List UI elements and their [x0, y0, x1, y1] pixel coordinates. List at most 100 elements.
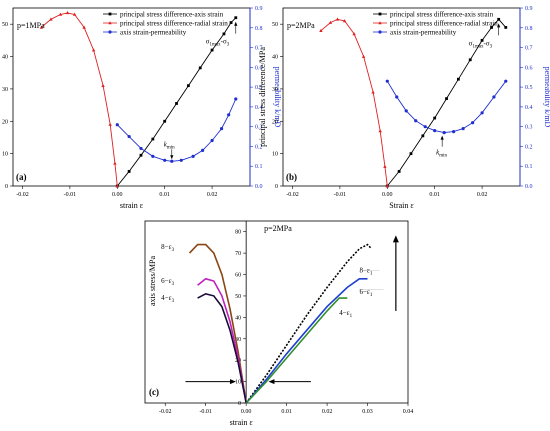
series-line-0 — [116, 17, 237, 187]
legend-marker — [378, 21, 382, 25]
data-point — [227, 113, 231, 117]
data-point — [497, 17, 501, 21]
panel-label: (a) — [16, 172, 27, 182]
data-point — [82, 25, 86, 29]
y2-tick-label: 0.0 — [525, 184, 533, 190]
data-point — [198, 66, 202, 70]
peak-label: σ1max-σ3 — [469, 39, 493, 49]
y-tick-label: 10 — [235, 380, 241, 386]
y2-tick-label: 0.5 — [525, 85, 533, 91]
data-point — [229, 21, 233, 24]
y2-tick-label: 0.6 — [255, 65, 263, 71]
data-point — [186, 84, 190, 88]
data-point — [504, 26, 508, 29]
y-tick-label: 30 — [235, 337, 241, 343]
x-tick-label: 0.02 — [207, 192, 218, 198]
data-point — [385, 79, 389, 83]
x-tick-label: 0.00 — [112, 192, 123, 198]
y2-tick-label: 0.3 — [525, 125, 533, 131]
y2-tick-label: 0.1 — [525, 164, 533, 170]
data-point — [170, 159, 174, 163]
x-tick-label: 0.04 — [403, 409, 414, 415]
y2-axis-label: permeability k/mD — [273, 67, 282, 128]
legend-label: principal stress difference-axis strain — [390, 10, 494, 18]
curve-label-left: 6−ε3 — [161, 277, 174, 287]
data-point — [504, 79, 508, 83]
y-tick-label: 70 — [235, 251, 241, 257]
x-tick-label: 0.03 — [362, 409, 373, 415]
y2-tick-label: 0.8 — [525, 26, 533, 32]
data-point — [115, 123, 119, 127]
data-point — [480, 111, 484, 115]
data-point — [210, 48, 214, 52]
y-tick-label: 60 — [235, 273, 241, 279]
data-point — [163, 158, 167, 162]
series-line-2 — [116, 98, 237, 162]
data-point — [442, 131, 446, 135]
data-point — [127, 170, 131, 173]
data-point — [101, 83, 105, 87]
kmin-arrowhead — [440, 135, 444, 140]
arrowhead — [392, 235, 399, 243]
legend-label: axis strain-permeability — [390, 28, 457, 36]
data-point — [151, 137, 155, 141]
curve-label-left: 4−ε3 — [161, 294, 174, 304]
y2-tick-label: 0.2 — [255, 144, 263, 150]
y-tick-label: 30 — [272, 87, 278, 93]
y2-tick-label: 0.9 — [255, 6, 263, 12]
data-point — [219, 127, 224, 131]
legend-marker — [108, 12, 112, 16]
data-point — [433, 116, 437, 120]
y-tick-label: 40 — [235, 315, 241, 321]
data-point — [115, 184, 119, 188]
y2-tick-label: 0.6 — [525, 65, 533, 71]
data-point — [222, 32, 226, 36]
y2-tick-label: 0.8 — [255, 26, 263, 32]
x-tick-label: 0.01 — [159, 192, 170, 198]
y-tick-label: 0 — [238, 401, 241, 407]
x-tick-label: 0.01 — [281, 409, 292, 415]
series-line-1 — [41, 12, 118, 187]
x-tick-label: -0.01 — [334, 192, 347, 198]
x-tick-label: -0.01 — [199, 409, 212, 415]
data-point — [445, 97, 448, 101]
data-point — [471, 121, 475, 125]
data-point — [139, 153, 143, 157]
data-point — [191, 154, 195, 158]
data-point — [456, 77, 460, 81]
y-axis-label: axis stress/MPa — [148, 256, 157, 306]
legend-marker — [108, 30, 112, 34]
legend-marker — [378, 30, 382, 34]
legend-label: principal stress difference-radial strai… — [120, 19, 228, 27]
y-tick-label: 20 — [2, 119, 8, 125]
series-line-2 — [386, 80, 507, 134]
data-point — [385, 184, 389, 188]
y-tick-label: 10 — [2, 152, 8, 158]
y2-tick-label: 0.4 — [525, 105, 533, 111]
kmin-arrowhead — [170, 155, 174, 160]
data-point — [210, 138, 214, 143]
y2-tick-label: 0.4 — [255, 105, 263, 111]
data-point — [352, 32, 356, 36]
data-point — [72, 12, 77, 16]
y2-tick-label: 0.5 — [255, 85, 263, 91]
data-point — [58, 12, 63, 16]
x-axis-label: Strain ε — [389, 201, 414, 210]
legend-label: principal stress difference-axis strain — [120, 10, 224, 18]
data-point — [404, 109, 408, 113]
y-tick-label: 40 — [272, 55, 278, 61]
y-tick-label: 20 — [272, 119, 278, 125]
data-point — [492, 95, 496, 99]
data-point — [423, 125, 427, 129]
data-point — [91, 48, 96, 52]
data-point — [383, 164, 387, 168]
y-tick-label: 0 — [275, 184, 278, 190]
data-point — [452, 130, 456, 134]
series-line-63 — [197, 277, 247, 404]
y-axis-label: principal stress difference/MPa — [258, 47, 267, 147]
data-point — [409, 152, 413, 156]
x-tick-label: -0.02 — [16, 192, 29, 198]
series-line-83 — [188, 243, 247, 404]
data-point — [395, 95, 399, 99]
